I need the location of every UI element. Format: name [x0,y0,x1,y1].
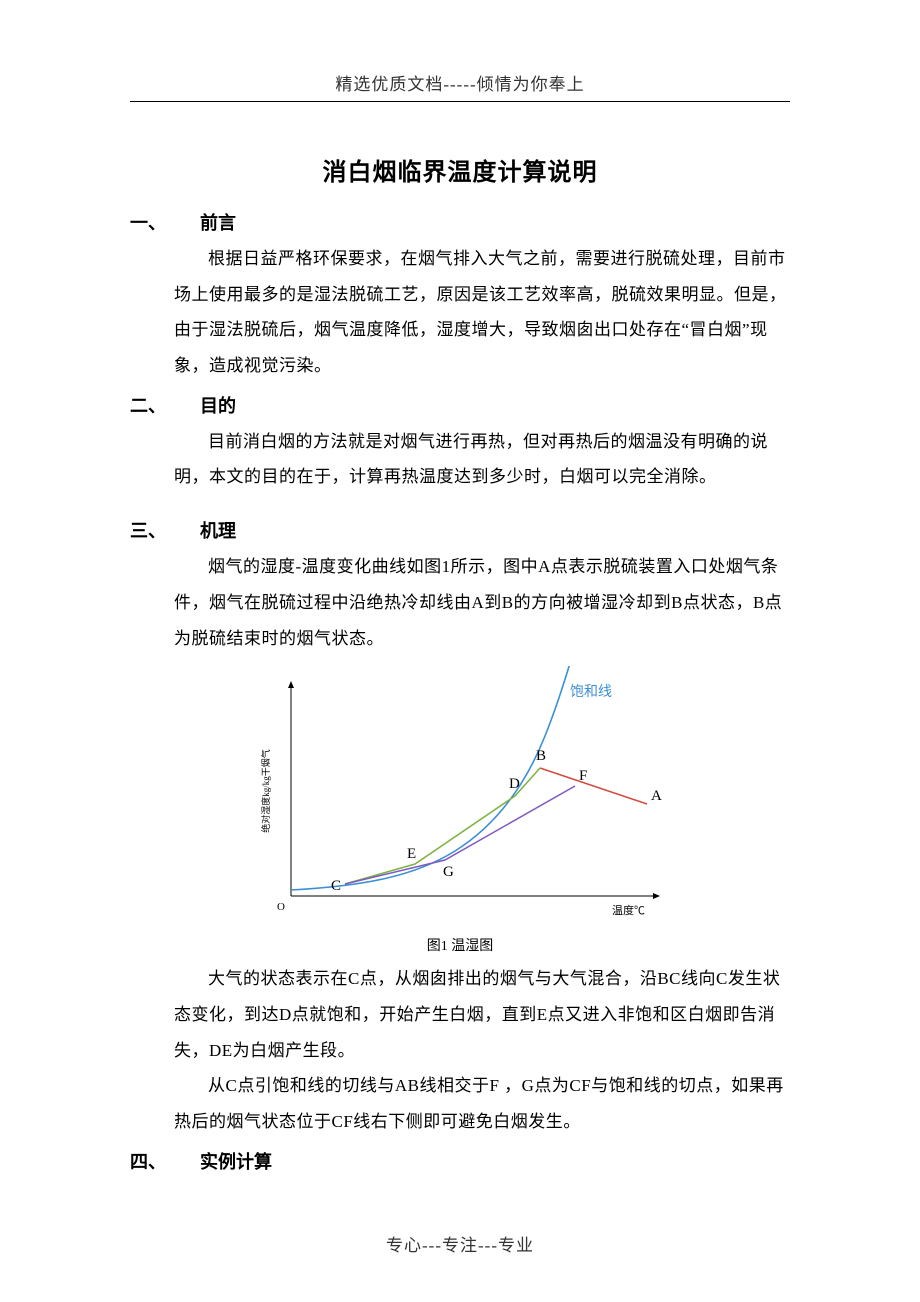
section-2-number: 二、 [130,392,200,418]
page-header: 精选优质文档-----倾情为你奉上 [130,70,790,95]
section-2-title: 目的 [200,392,236,418]
page: 精选优质文档-----倾情为你奉上 消白烟临界温度计算说明 一、 前言 根据日益… [0,0,920,1220]
section-4-heading: 四、 实例计算 [130,1148,790,1174]
section-1-title: 前言 [200,209,236,235]
svg-text:A: A [651,788,662,804]
section-3-paragraph-1: 烟气的湿度-温度变化曲线如图1所示，图中A点表示脱硫装置入口处烟气条件，烟气在脱… [174,549,790,656]
section-1-heading: 一、 前言 [130,209,790,235]
header-rule [130,101,790,102]
page-footer: 专心---专注---专业 [0,1231,920,1256]
spacer [130,495,790,509]
document-title: 消白烟临界温度计算说明 [130,152,790,187]
svg-text:G: G [443,864,454,880]
svg-text:E: E [407,846,416,862]
svg-text:D: D [509,776,520,792]
section-3-title: 机理 [200,517,236,543]
section-2-paragraph: 目前消白烟的方法就是对烟气进行再热，但对再热后的烟温没有明确的说明，本文的目的在… [174,424,790,495]
section-4-title: 实例计算 [200,1148,272,1174]
section-3-paragraph-2: 大气的状态表示在C点，从烟囱排出的烟气与大气混合，沿BC线向C发生状态变化，到达… [174,961,790,1068]
section-1-number: 一、 [130,209,200,235]
svg-text:C: C [331,878,341,894]
svg-text:温度℃: 温度℃ [612,903,645,917]
svg-text:B: B [536,748,546,764]
svg-text:O: O [277,901,285,913]
section-3-heading: 三、 机理 [130,517,790,543]
psychrometric-chart: O 绝对湿度kg/kg干烟气温度℃ 饱和线 A B C D E F G [245,666,675,926]
figure-1-caption: 图1 温湿图 [130,935,790,955]
section-2-heading: 二、 目的 [130,392,790,418]
section-1-paragraph: 根据日益严格环保要求，在烟气排入大气之前，需要进行脱硫处理，目前市场上使用最多的… [174,241,790,384]
section-4-number: 四、 [130,1148,200,1174]
svg-text:绝对湿度kg/kg干烟气: 绝对湿度kg/kg干烟气 [260,749,271,833]
section-3-number: 三、 [130,517,200,543]
section-3-paragraph-3: 从C点引饱和线的切线与AB线相交于F ，G点为CF与饱和线的切点，如果再热后的烟… [174,1068,790,1139]
svg-text:F: F [579,768,587,784]
figure-1: O 绝对湿度kg/kg干烟气温度℃ 饱和线 A B C D E F G 图1 温湿图 [130,666,790,955]
svg-text:饱和线: 饱和线 [570,684,612,700]
